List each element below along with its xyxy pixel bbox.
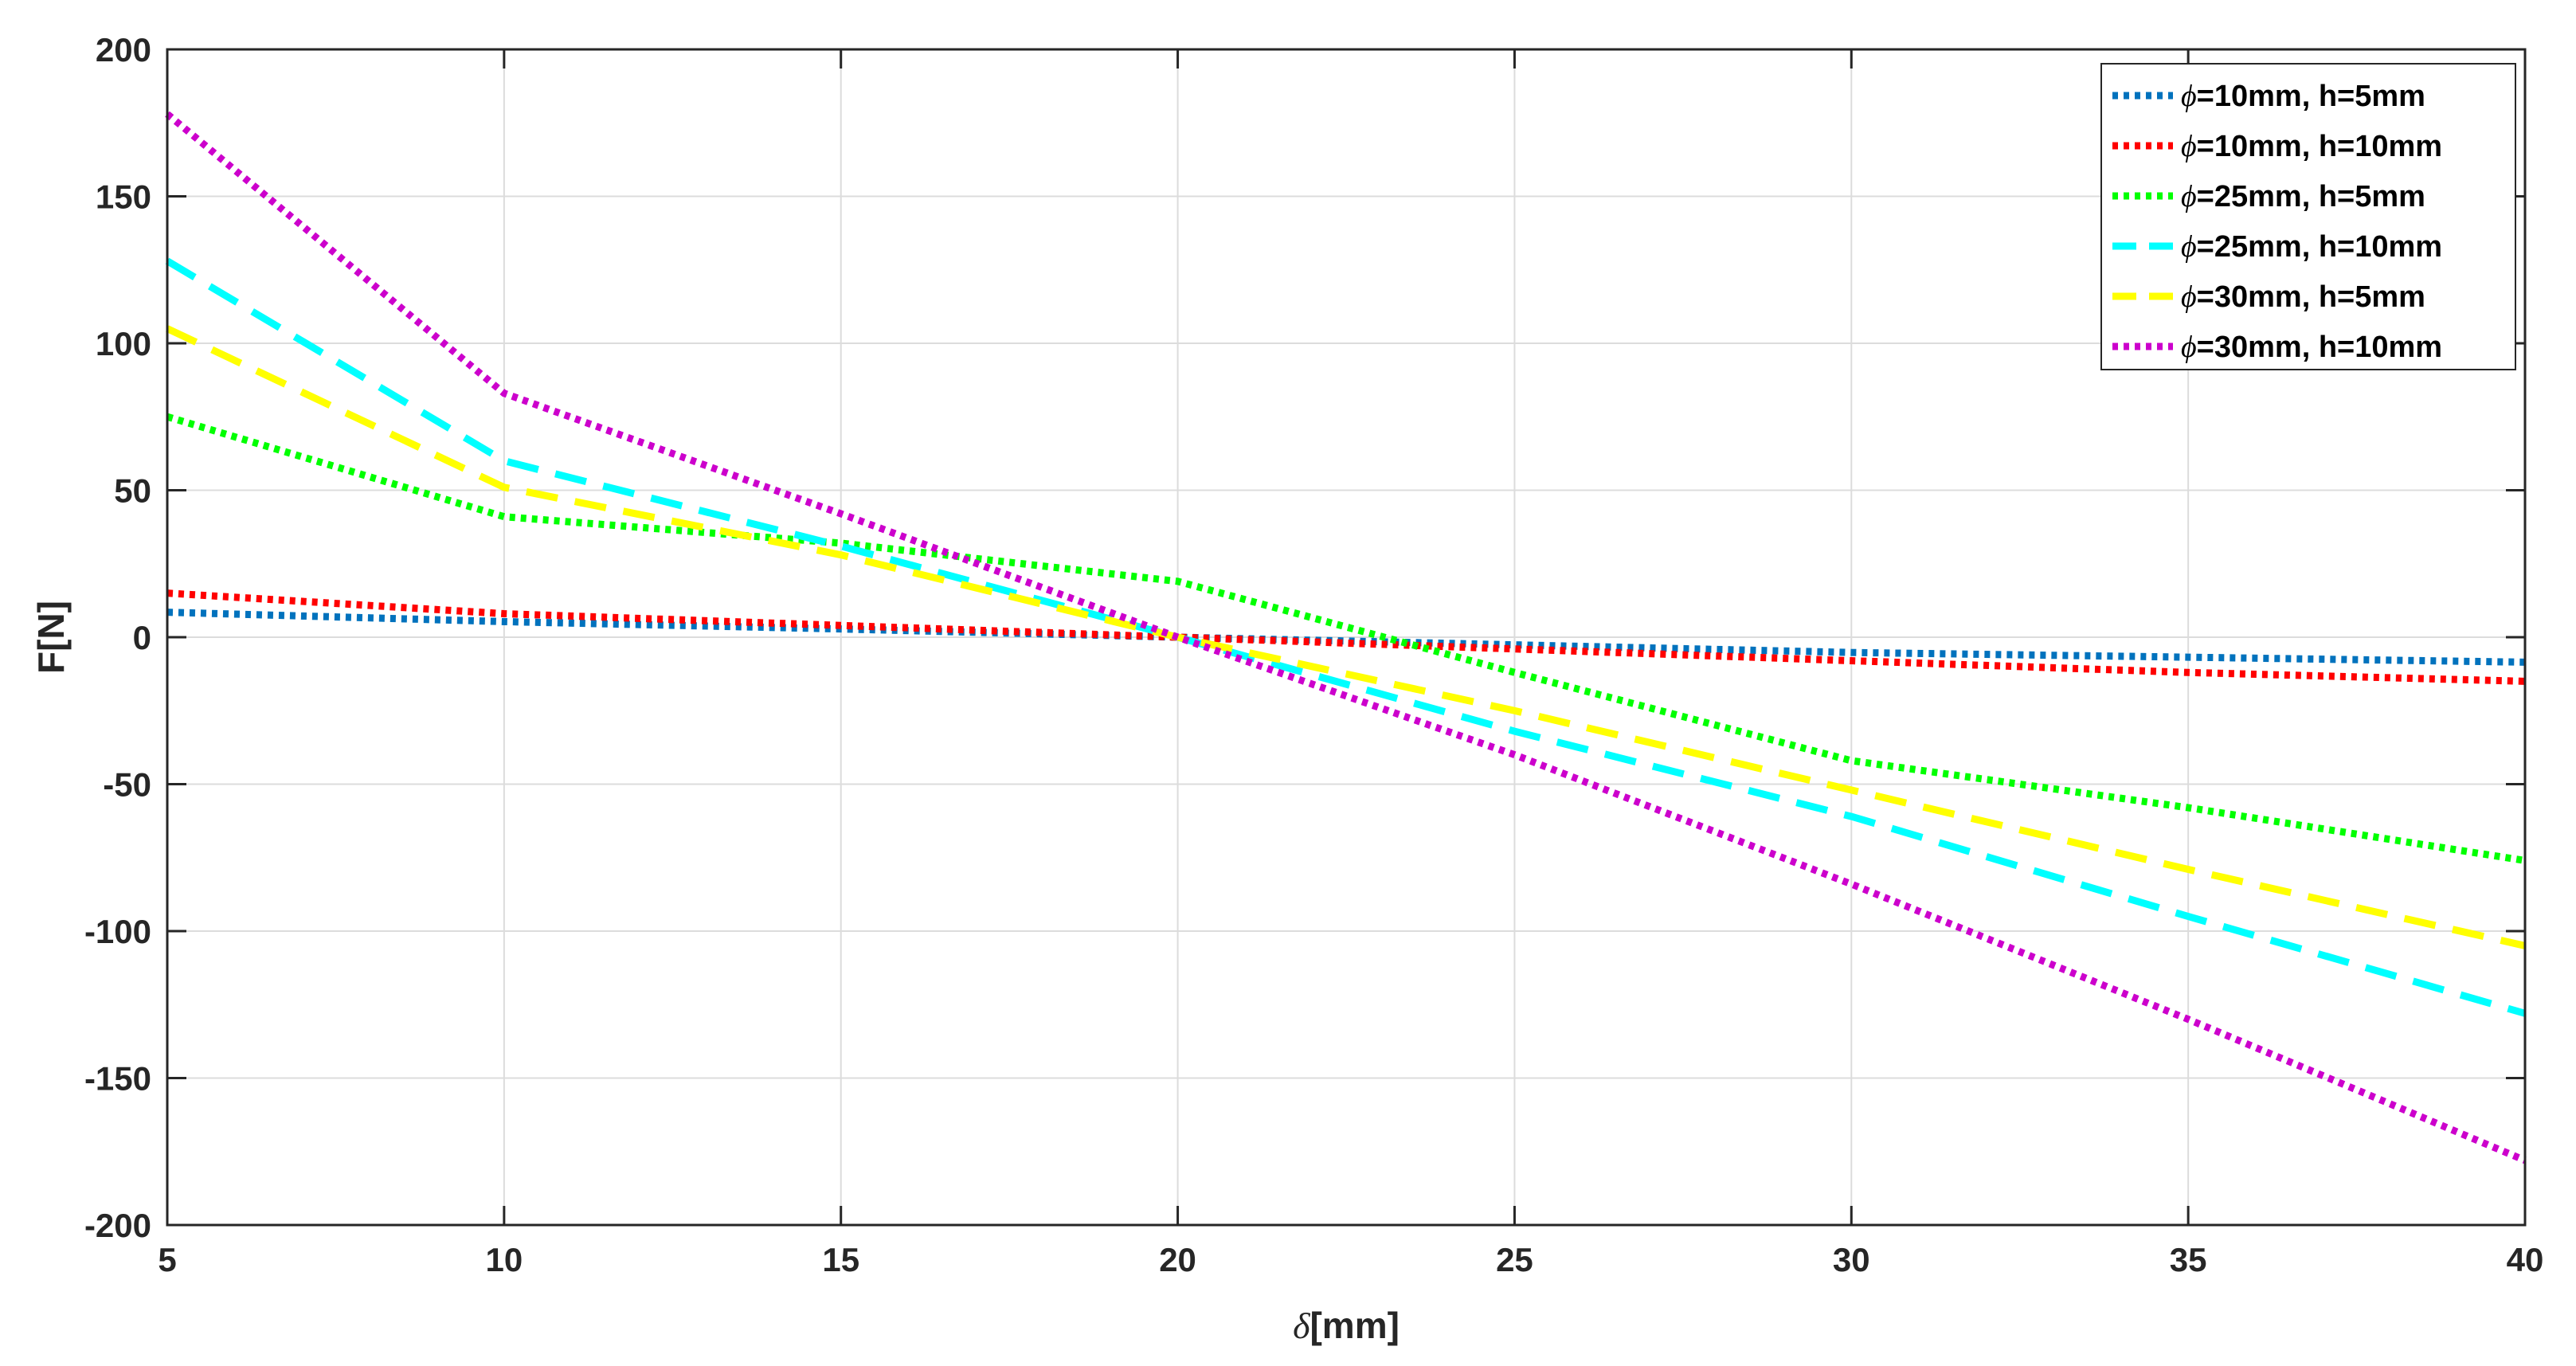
- data-point: [2188, 916, 2189, 917]
- legend-symbol: ϕ: [2181, 80, 2197, 113]
- data-point: [840, 542, 841, 543]
- series-line-4: [165, 257, 2527, 1017]
- legend-symbol: ϕ: [2181, 331, 2197, 364]
- legend-item: ϕ=10mm, h=10mm: [2112, 130, 2442, 163]
- y-tick-label: 0: [133, 619, 151, 656]
- legend-label-text: =25mm, h=10mm: [2197, 230, 2442, 264]
- legend-label-text: =25mm, h=5mm: [2197, 180, 2425, 213]
- y-tick-label: -150: [84, 1060, 151, 1098]
- legend-symbol: ϕ: [2181, 130, 2197, 163]
- legend-label: ϕ=30mm, h=5mm: [2181, 280, 2425, 314]
- y-tick-label: 50: [114, 472, 151, 510]
- series-line-2: [166, 589, 2526, 685]
- series-line-1: [166, 609, 2526, 666]
- y-tick-label: -200: [84, 1207, 151, 1244]
- series-line-6: [165, 111, 2527, 1164]
- series-line-5: [166, 325, 2526, 949]
- x-tick-label: 10: [485, 1241, 523, 1278]
- legend-item: ϕ=10mm, h=5mm: [2112, 80, 2425, 113]
- data-point: [1514, 754, 1515, 755]
- data-point: [840, 514, 841, 515]
- legend-label: ϕ=30mm, h=10mm: [2181, 331, 2442, 364]
- data-point: [1851, 883, 1852, 884]
- x-tick-label: 20: [1159, 1241, 1196, 1278]
- data-point: [2188, 1019, 2189, 1020]
- data-point: [1851, 760, 1852, 761]
- legend-symbol: ϕ: [2181, 180, 2197, 213]
- y-axis-label: F[N]: [30, 601, 72, 674]
- data-point: [1851, 660, 1852, 661]
- data-point: [840, 554, 841, 555]
- data-point: [1514, 710, 1515, 711]
- legend-item: ϕ=25mm, h=5mm: [2112, 180, 2425, 213]
- data-point: [2188, 672, 2189, 673]
- data-point: [2188, 657, 2189, 658]
- x-axis-label-text: [mm]: [1310, 1305, 1399, 1346]
- data-point: [1851, 789, 1852, 790]
- legend-label-text: =30mm, h=5mm: [2197, 280, 2425, 314]
- legend-label: ϕ=10mm, h=10mm: [2181, 130, 2442, 163]
- x-tick-label: 5: [158, 1241, 176, 1278]
- legend-symbol: ϕ: [2181, 280, 2197, 314]
- data-point: [1514, 672, 1515, 673]
- legend-label-text: =10mm, h=10mm: [2197, 130, 2442, 163]
- legend-label-text: =30mm, h=10mm: [2197, 331, 2442, 364]
- data-point: [1851, 816, 1852, 817]
- data-point: [1177, 637, 1178, 638]
- data-point: [1514, 644, 1515, 645]
- data-point: [1514, 648, 1515, 649]
- legend-label-text: =10mm, h=5mm: [2197, 80, 2425, 113]
- x-axis-label: δ[mm]: [1293, 1305, 1400, 1346]
- x-tick-label: 35: [2170, 1241, 2207, 1278]
- y-tick-label: 200: [96, 31, 151, 68]
- legend-item: ϕ=30mm, h=5mm: [2112, 280, 2425, 314]
- legend-label: ϕ=25mm, h=10mm: [2181, 230, 2442, 264]
- x-tick-labels: 5 10 15 20 25 30 35 40: [158, 1241, 2543, 1278]
- legend-label: ϕ=10mm, h=5mm: [2181, 80, 2425, 113]
- data-point: [840, 625, 841, 626]
- y-tick-label: -100: [84, 913, 151, 950]
- data-point: [1851, 652, 1852, 653]
- data-point: [2188, 869, 2189, 870]
- legend-item: ϕ=30mm, h=10mm: [2112, 331, 2442, 364]
- legend-box: [2100, 63, 2516, 370]
- data-point: [503, 621, 504, 622]
- data-point: [1514, 731, 1515, 732]
- x-tick-label: 40: [2507, 1241, 2544, 1278]
- data-point: [503, 460, 504, 461]
- legend-label: ϕ=25mm, h=5mm: [2181, 180, 2425, 213]
- y-tick-label: -50: [103, 766, 151, 804]
- data-point: [503, 516, 504, 517]
- x-tick-label: 30: [1833, 1241, 1870, 1278]
- x-axis-label-symbol: δ: [1293, 1305, 1310, 1346]
- y-tick-labels: -200 -150 -100 -50 0 50 100 150 200: [84, 31, 151, 1244]
- x-tick-label: 15: [822, 1241, 859, 1278]
- legend-item: ϕ=25mm, h=10mm: [2112, 230, 2442, 264]
- series-group: [165, 111, 2527, 1164]
- y-tick-label: 150: [96, 178, 151, 216]
- y-tick-label: 100: [96, 325, 151, 362]
- data-point: [503, 613, 504, 614]
- series-line-3: [166, 413, 2526, 864]
- legend-symbol: ϕ: [2181, 230, 2197, 264]
- x-tick-label: 25: [1496, 1241, 1533, 1278]
